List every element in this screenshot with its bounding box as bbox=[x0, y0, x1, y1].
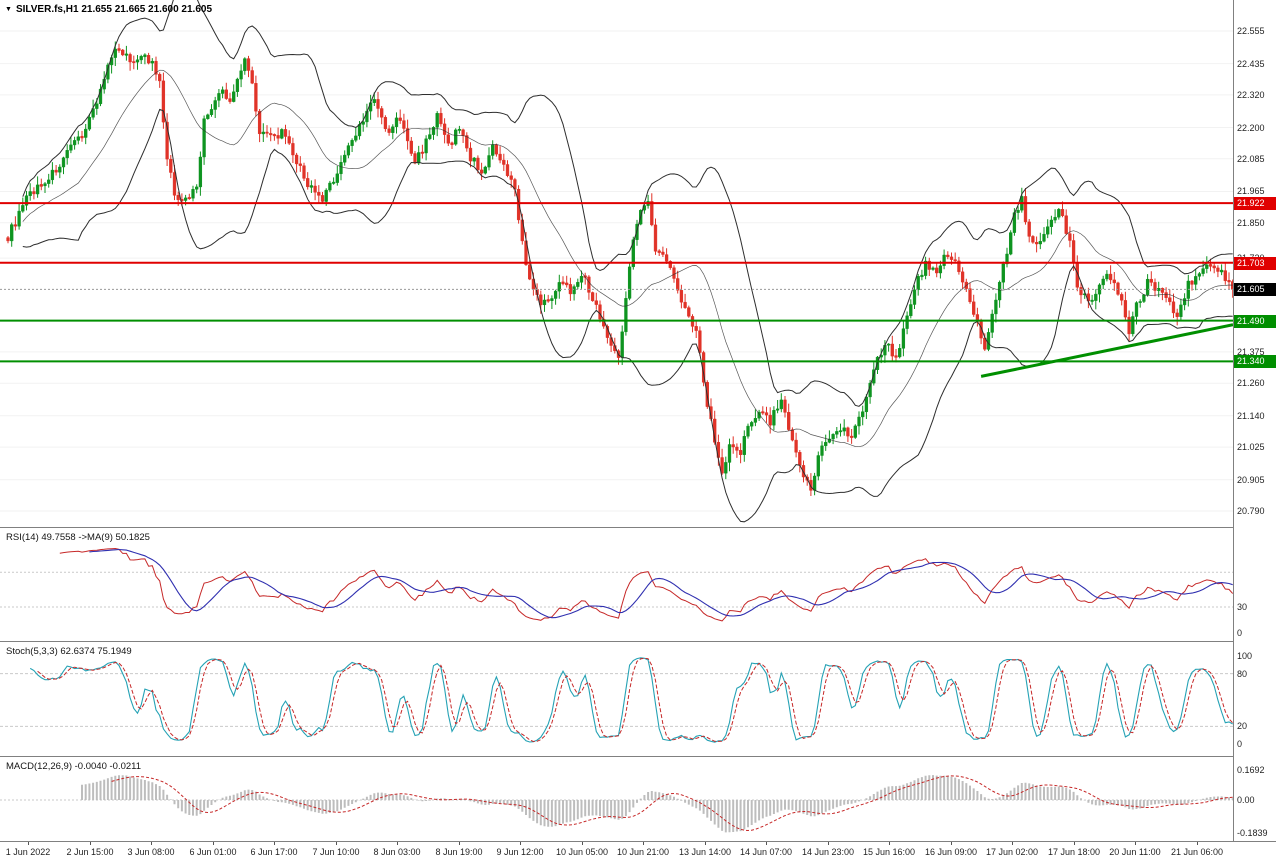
price-axis-label: 22.555 bbox=[1237, 26, 1265, 36]
rsi-label: RSI(14) 49.7558 ->MA(9) 50.1825 bbox=[6, 532, 150, 543]
pane-separator[interactable] bbox=[0, 641, 1276, 642]
time-axis-label: 17 Jun 18:00 bbox=[1047, 847, 1101, 857]
candles bbox=[6, 41, 1233, 496]
rsi-ma-line bbox=[89, 548, 1233, 619]
stochastic-indicator-pane[interactable] bbox=[0, 642, 1233, 756]
rsi-line bbox=[59, 547, 1233, 622]
current-price-tag: 21.605 bbox=[1234, 283, 1276, 296]
bollinger-bands bbox=[22, 0, 1233, 523]
price-axis-label: 22.320 bbox=[1237, 90, 1265, 100]
time-axis-label: 1 Jun 2022 bbox=[5, 847, 51, 857]
macd-histogram bbox=[81, 775, 1233, 833]
price-axis-label: 21.140 bbox=[1237, 411, 1265, 421]
price-chart-pane[interactable] bbox=[0, 0, 1233, 527]
time-axis-tick bbox=[459, 842, 460, 845]
price-level-tag: 21.490 bbox=[1234, 315, 1276, 328]
symbol-timeframe-label: SILVER.fs,H1 bbox=[15, 4, 79, 15]
time-axis-tick bbox=[90, 842, 91, 845]
time-axis-label: 3 Jun 08:00 bbox=[127, 847, 175, 857]
time-axis[interactable]: 1 Jun 2022 2 Jun 15:00 3 Jun 08:00 6 Jun 01… bbox=[0, 842, 1233, 867]
time-axis-label: 10 Jun 21:00 bbox=[616, 847, 670, 857]
time-axis-tick bbox=[28, 842, 29, 845]
price-axis-label: 21.025 bbox=[1237, 442, 1265, 452]
time-axis-tick bbox=[1012, 842, 1013, 845]
time-axis-tick bbox=[520, 842, 521, 845]
time-axis-label: 15 Jun 16:00 bbox=[862, 847, 916, 857]
macd-signal-line bbox=[111, 775, 1233, 832]
macd-indicator-pane[interactable] bbox=[0, 757, 1233, 841]
price-axis-label: 21.850 bbox=[1237, 218, 1265, 228]
pane-separator[interactable] bbox=[0, 527, 1276, 528]
price-axis-label: 20.790 bbox=[1237, 506, 1265, 516]
price-axis-label: 22.200 bbox=[1237, 123, 1265, 133]
price-level-tag: 21.703 bbox=[1234, 257, 1276, 270]
time-axis-tick bbox=[1197, 842, 1198, 845]
stoch-axis-label: 80 bbox=[1237, 669, 1248, 679]
pane-separator[interactable] bbox=[0, 756, 1276, 757]
time-axis-label: 6 Jun 17:00 bbox=[250, 847, 298, 857]
price-axis-label: 21.260 bbox=[1237, 378, 1265, 388]
time-axis-tick bbox=[151, 842, 152, 845]
stoch-axis-label: 0 bbox=[1237, 739, 1243, 749]
time-axis-tick bbox=[828, 842, 829, 845]
time-axis-tick bbox=[213, 842, 214, 845]
time-axis-tick bbox=[1074, 842, 1075, 845]
time-axis-tick bbox=[643, 842, 644, 845]
time-axis-label: 7 Jun 10:00 bbox=[312, 847, 360, 857]
price-axis-border bbox=[1233, 0, 1234, 841]
stoch-axis-label: 100 bbox=[1237, 651, 1253, 661]
price-axis-label: 20.905 bbox=[1237, 475, 1265, 485]
symbol-dropdown-icon[interactable]: ▼ bbox=[5, 6, 12, 13]
price-level-tag: 21.340 bbox=[1234, 355, 1276, 368]
stoch-axis-label: 20 bbox=[1237, 721, 1248, 731]
time-axis-label: 21 Jun 06:00 bbox=[1170, 847, 1224, 857]
time-axis-label: 10 Jun 05:00 bbox=[555, 847, 609, 857]
time-axis-label: 2 Jun 15:00 bbox=[66, 847, 114, 857]
time-axis-tick bbox=[336, 842, 337, 845]
price-axis[interactable]: 22.555 22.435 22.320 22.200 22.085 21.965 21.8… bbox=[1234, 0, 1276, 841]
chart-title: ▼ SILVER.fs,H1 21.655 21.665 21.600 21.60… bbox=[5, 4, 212, 15]
price-axis-label: 22.085 bbox=[1237, 154, 1265, 164]
time-axis-label: 17 Jun 02:00 bbox=[985, 847, 1039, 857]
time-axis-tick bbox=[951, 842, 952, 845]
macd-axis-label: 0.00 bbox=[1237, 795, 1255, 805]
time-axis-tick bbox=[889, 842, 890, 845]
stoch-label: Stoch(5,3,3) 62.6374 75.1949 bbox=[6, 646, 132, 657]
macd-axis-label: -0.1839 bbox=[1237, 828, 1268, 838]
rsi-indicator-pane[interactable] bbox=[0, 528, 1233, 641]
macd-label: MACD(12,26,9) -0.0040 -0.0211 bbox=[6, 761, 142, 772]
time-axis-tick bbox=[766, 842, 767, 845]
time-axis-label: 13 Jun 14:00 bbox=[678, 847, 732, 857]
price-axis-label: 21.965 bbox=[1237, 186, 1265, 196]
time-axis-label: 8 Jun 03:00 bbox=[373, 847, 421, 857]
time-axis-label: 20 Jun 11:00 bbox=[1109, 847, 1161, 857]
price-axis-label: 22.435 bbox=[1237, 59, 1265, 69]
time-axis-label: 16 Jun 09:00 bbox=[924, 847, 978, 857]
time-axis-label: 14 Jun 07:00 bbox=[739, 847, 793, 857]
time-axis-tick bbox=[1135, 842, 1136, 845]
time-axis-tick bbox=[274, 842, 275, 845]
stoch-k-line bbox=[29, 657, 1233, 743]
trendline[interactable] bbox=[980, 323, 1233, 378]
pane-separator bbox=[0, 841, 1276, 842]
stoch-d-line bbox=[37, 657, 1233, 743]
rsi-axis-label: 0 bbox=[1237, 628, 1243, 638]
time-axis-label: 6 Jun 01:00 bbox=[189, 847, 237, 857]
time-axis-label: 14 Jun 23:00 bbox=[801, 847, 855, 857]
time-axis-label: 8 Jun 19:00 bbox=[435, 847, 483, 857]
time-axis-tick bbox=[582, 842, 583, 845]
price-level-tag: 21.922 bbox=[1234, 197, 1276, 210]
ohlc-values: 21.655 21.665 21.600 21.605 bbox=[81, 4, 213, 15]
macd-axis-label: 0.1692 bbox=[1237, 765, 1265, 775]
time-axis-label: 9 Jun 12:00 bbox=[496, 847, 544, 857]
time-axis-tick bbox=[397, 842, 398, 845]
time-axis-tick bbox=[705, 842, 706, 845]
rsi-axis-label: 30 bbox=[1237, 602, 1248, 612]
price-axis-label: 21.375 bbox=[1237, 347, 1265, 357]
